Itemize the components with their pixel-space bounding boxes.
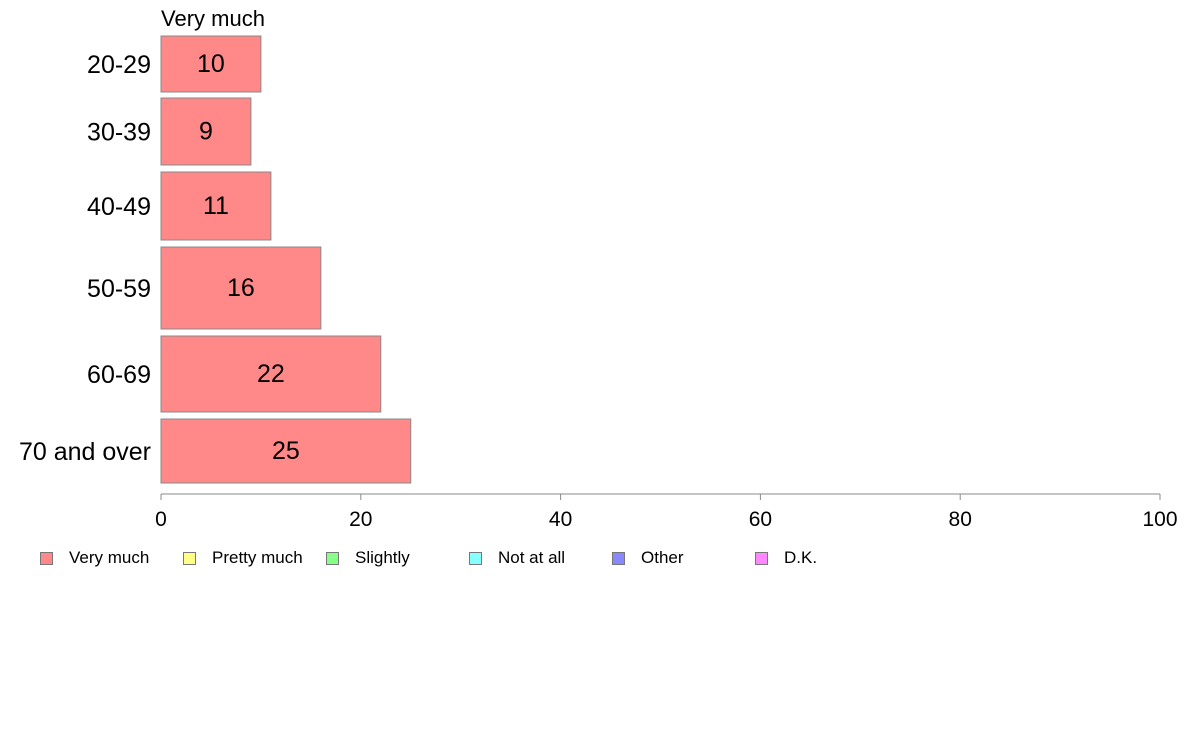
legend-swatch [326,551,339,565]
x-tick-label: 100 [1142,508,1177,531]
legend-item: Other [612,548,684,568]
bar-30-39 [160,97,252,166]
bar-40-49 [160,171,272,241]
x-axis: 0 20 40 60 80 100 [155,493,1178,531]
bar-value-label: 11 [203,192,229,220]
x-tick-label: 80 [949,508,972,531]
category-label: 20-29 [87,51,151,79]
legend-swatch [755,551,768,565]
bar-chart: Very much 10 20-29 9 30-39 11 40-49 16 50-59 22 6… [19,6,1178,531]
category-label: 60-69 [87,361,151,389]
legend-swatch [612,551,625,565]
legend-swatch [40,551,53,565]
legend-item: Very much [40,548,149,568]
legend-item: Not at all [469,548,565,568]
bar-50-59 [160,246,322,330]
legend-label: Pretty much [212,548,303,567]
x-tick-label: 60 [749,508,772,531]
bar-value-label: 10 [197,50,225,78]
legend-item: Pretty much [183,548,303,568]
legend-item: D.K. [755,548,817,568]
chart-title: Very much [161,6,265,31]
bar-value-label: 16 [227,274,255,302]
x-tick-label: 0 [155,508,167,531]
category-label: 40-49 [87,193,151,221]
bar-20-29 [160,35,262,93]
legend-label: Other [641,548,684,567]
legend-label: Slightly [355,548,410,567]
legend-label: D.K. [784,548,818,567]
category-label: 30-39 [87,119,151,147]
category-label: 50-59 [87,275,151,303]
bars-layer: 10 20-29 9 30-39 11 40-49 16 50-59 22 60-69 25 70 a… [19,35,412,484]
legend-item: Slightly [326,548,410,568]
legend-swatch [183,551,196,565]
bar-60-69 [160,335,382,413]
legend: Very much Pretty much Slightly Not at all Ot… [0,548,1188,568]
bar-value-label: 25 [272,437,300,465]
x-tick-label: 40 [549,508,572,531]
x-tick-label: 20 [349,508,372,531]
bar-value-label: 22 [257,360,285,388]
category-label: 70 and over [19,438,151,466]
legend-label: Very much [69,548,150,567]
legend-swatch [469,551,482,565]
bar-70-and-over [160,418,412,484]
legend-label: Not at all [498,548,566,567]
bar-value-label: 9 [199,118,213,146]
